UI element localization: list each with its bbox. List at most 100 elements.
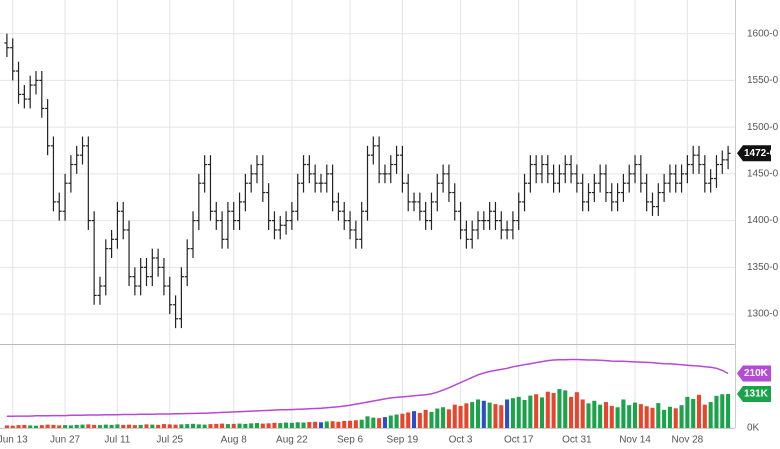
x-tick-label: Jul 11 bbox=[104, 435, 130, 446]
volume-bar bbox=[231, 423, 236, 428]
y-tick-label: 1450-0 bbox=[747, 169, 779, 180]
volume-bar bbox=[179, 424, 184, 428]
volume-bar bbox=[220, 423, 225, 428]
volume-bar bbox=[470, 402, 475, 428]
y-tick-label: 1350-0 bbox=[747, 262, 779, 273]
volume-bar bbox=[86, 424, 91, 428]
volume-bar bbox=[359, 419, 364, 428]
volume-bar bbox=[621, 399, 626, 428]
volume-bar bbox=[68, 425, 73, 428]
volume-bar bbox=[557, 389, 562, 428]
volume-bar bbox=[458, 405, 463, 428]
volume-bar bbox=[45, 424, 50, 428]
x-tick-label: Nov 14 bbox=[619, 435, 651, 446]
volume-bar bbox=[185, 424, 190, 428]
volume-bar bbox=[592, 400, 597, 428]
x-tick-label: Sep 6 bbox=[337, 435, 364, 446]
volume-bar bbox=[237, 423, 242, 428]
volume-bar bbox=[28, 425, 33, 428]
volume-bar bbox=[650, 407, 655, 428]
volume-bar bbox=[691, 398, 696, 428]
volume-bar bbox=[63, 425, 68, 428]
volume-bar bbox=[627, 405, 632, 428]
volume-bar bbox=[127, 424, 132, 428]
volume-bar bbox=[417, 412, 422, 428]
volume-bar bbox=[411, 411, 417, 428]
volume-bar bbox=[569, 396, 574, 428]
volume-bar bbox=[528, 395, 533, 428]
volume-bar bbox=[225, 424, 230, 428]
volume-bar bbox=[22, 424, 27, 428]
volume-bar bbox=[80, 424, 85, 428]
volume-bar bbox=[295, 422, 300, 428]
volume-bar bbox=[33, 425, 39, 428]
volume-bar bbox=[266, 423, 271, 428]
volume-bar bbox=[534, 394, 539, 428]
volume-bar bbox=[429, 411, 434, 428]
volume-bar bbox=[615, 407, 620, 428]
volume-bar bbox=[97, 425, 102, 428]
volume-bar bbox=[278, 423, 283, 428]
volume-bar bbox=[726, 394, 731, 428]
last-price-tag: 1472-0 bbox=[744, 148, 776, 159]
volume-bar bbox=[464, 403, 469, 428]
volume-tag-shape bbox=[737, 386, 771, 403]
volume-bar bbox=[435, 408, 440, 428]
volume-bar bbox=[388, 415, 393, 428]
volume-bar bbox=[685, 396, 690, 428]
volume-bar bbox=[662, 409, 667, 428]
volume-bar bbox=[499, 405, 504, 428]
volume-bar bbox=[539, 397, 545, 428]
volume-bar bbox=[51, 424, 56, 428]
volume-bar bbox=[441, 407, 446, 428]
volume-bar bbox=[254, 423, 260, 428]
volume-bar bbox=[656, 403, 661, 428]
volume-bar bbox=[679, 405, 684, 428]
volume-bar bbox=[318, 422, 324, 428]
y-tick-label: 1600-0 bbox=[747, 28, 779, 39]
volume-bar bbox=[214, 423, 219, 428]
volume-bar bbox=[121, 424, 126, 428]
volume-bar bbox=[167, 424, 172, 428]
volume-bar bbox=[39, 425, 44, 428]
volume-bar bbox=[638, 404, 643, 428]
volume-bar bbox=[475, 399, 481, 428]
volume-bar bbox=[522, 399, 527, 428]
volume-bar bbox=[551, 392, 556, 428]
volume-bar bbox=[400, 413, 405, 428]
x-tick-label: Sep 19 bbox=[387, 435, 419, 446]
volume-bar bbox=[586, 403, 591, 428]
x-tick-label: Jun 27 bbox=[50, 435, 80, 446]
volume-bar bbox=[103, 424, 108, 428]
volume-bar bbox=[150, 424, 155, 428]
volume-bar bbox=[406, 412, 411, 428]
volume-bar bbox=[377, 418, 382, 428]
volume-bar bbox=[580, 399, 585, 428]
volume-bar bbox=[598, 404, 603, 428]
x-tick-label: Oct 31 bbox=[562, 435, 592, 446]
volume-bar bbox=[673, 408, 678, 428]
volume-bar bbox=[289, 422, 294, 428]
volume-bar bbox=[609, 405, 614, 428]
volume-bar bbox=[505, 399, 510, 428]
volume-bar bbox=[423, 409, 428, 428]
volume-bar bbox=[574, 392, 579, 428]
volume-bar bbox=[161, 424, 166, 428]
volume-bar bbox=[720, 394, 725, 428]
volume-bar bbox=[284, 422, 289, 428]
volume-bar bbox=[563, 390, 568, 428]
volume-bar bbox=[324, 421, 329, 428]
volume-bar bbox=[452, 404, 457, 428]
open-interest-line bbox=[6, 358, 729, 418]
volume-bar bbox=[545, 391, 550, 428]
y-tick-label: 1500-0 bbox=[747, 122, 779, 133]
volume-bar bbox=[336, 421, 341, 428]
y-tick-label: 1300-0 bbox=[747, 309, 779, 320]
volume-bar bbox=[603, 402, 608, 428]
volume-bar bbox=[92, 424, 97, 428]
volume-bar bbox=[202, 424, 207, 428]
volume-bar bbox=[353, 420, 358, 428]
volume-bar bbox=[516, 396, 521, 428]
